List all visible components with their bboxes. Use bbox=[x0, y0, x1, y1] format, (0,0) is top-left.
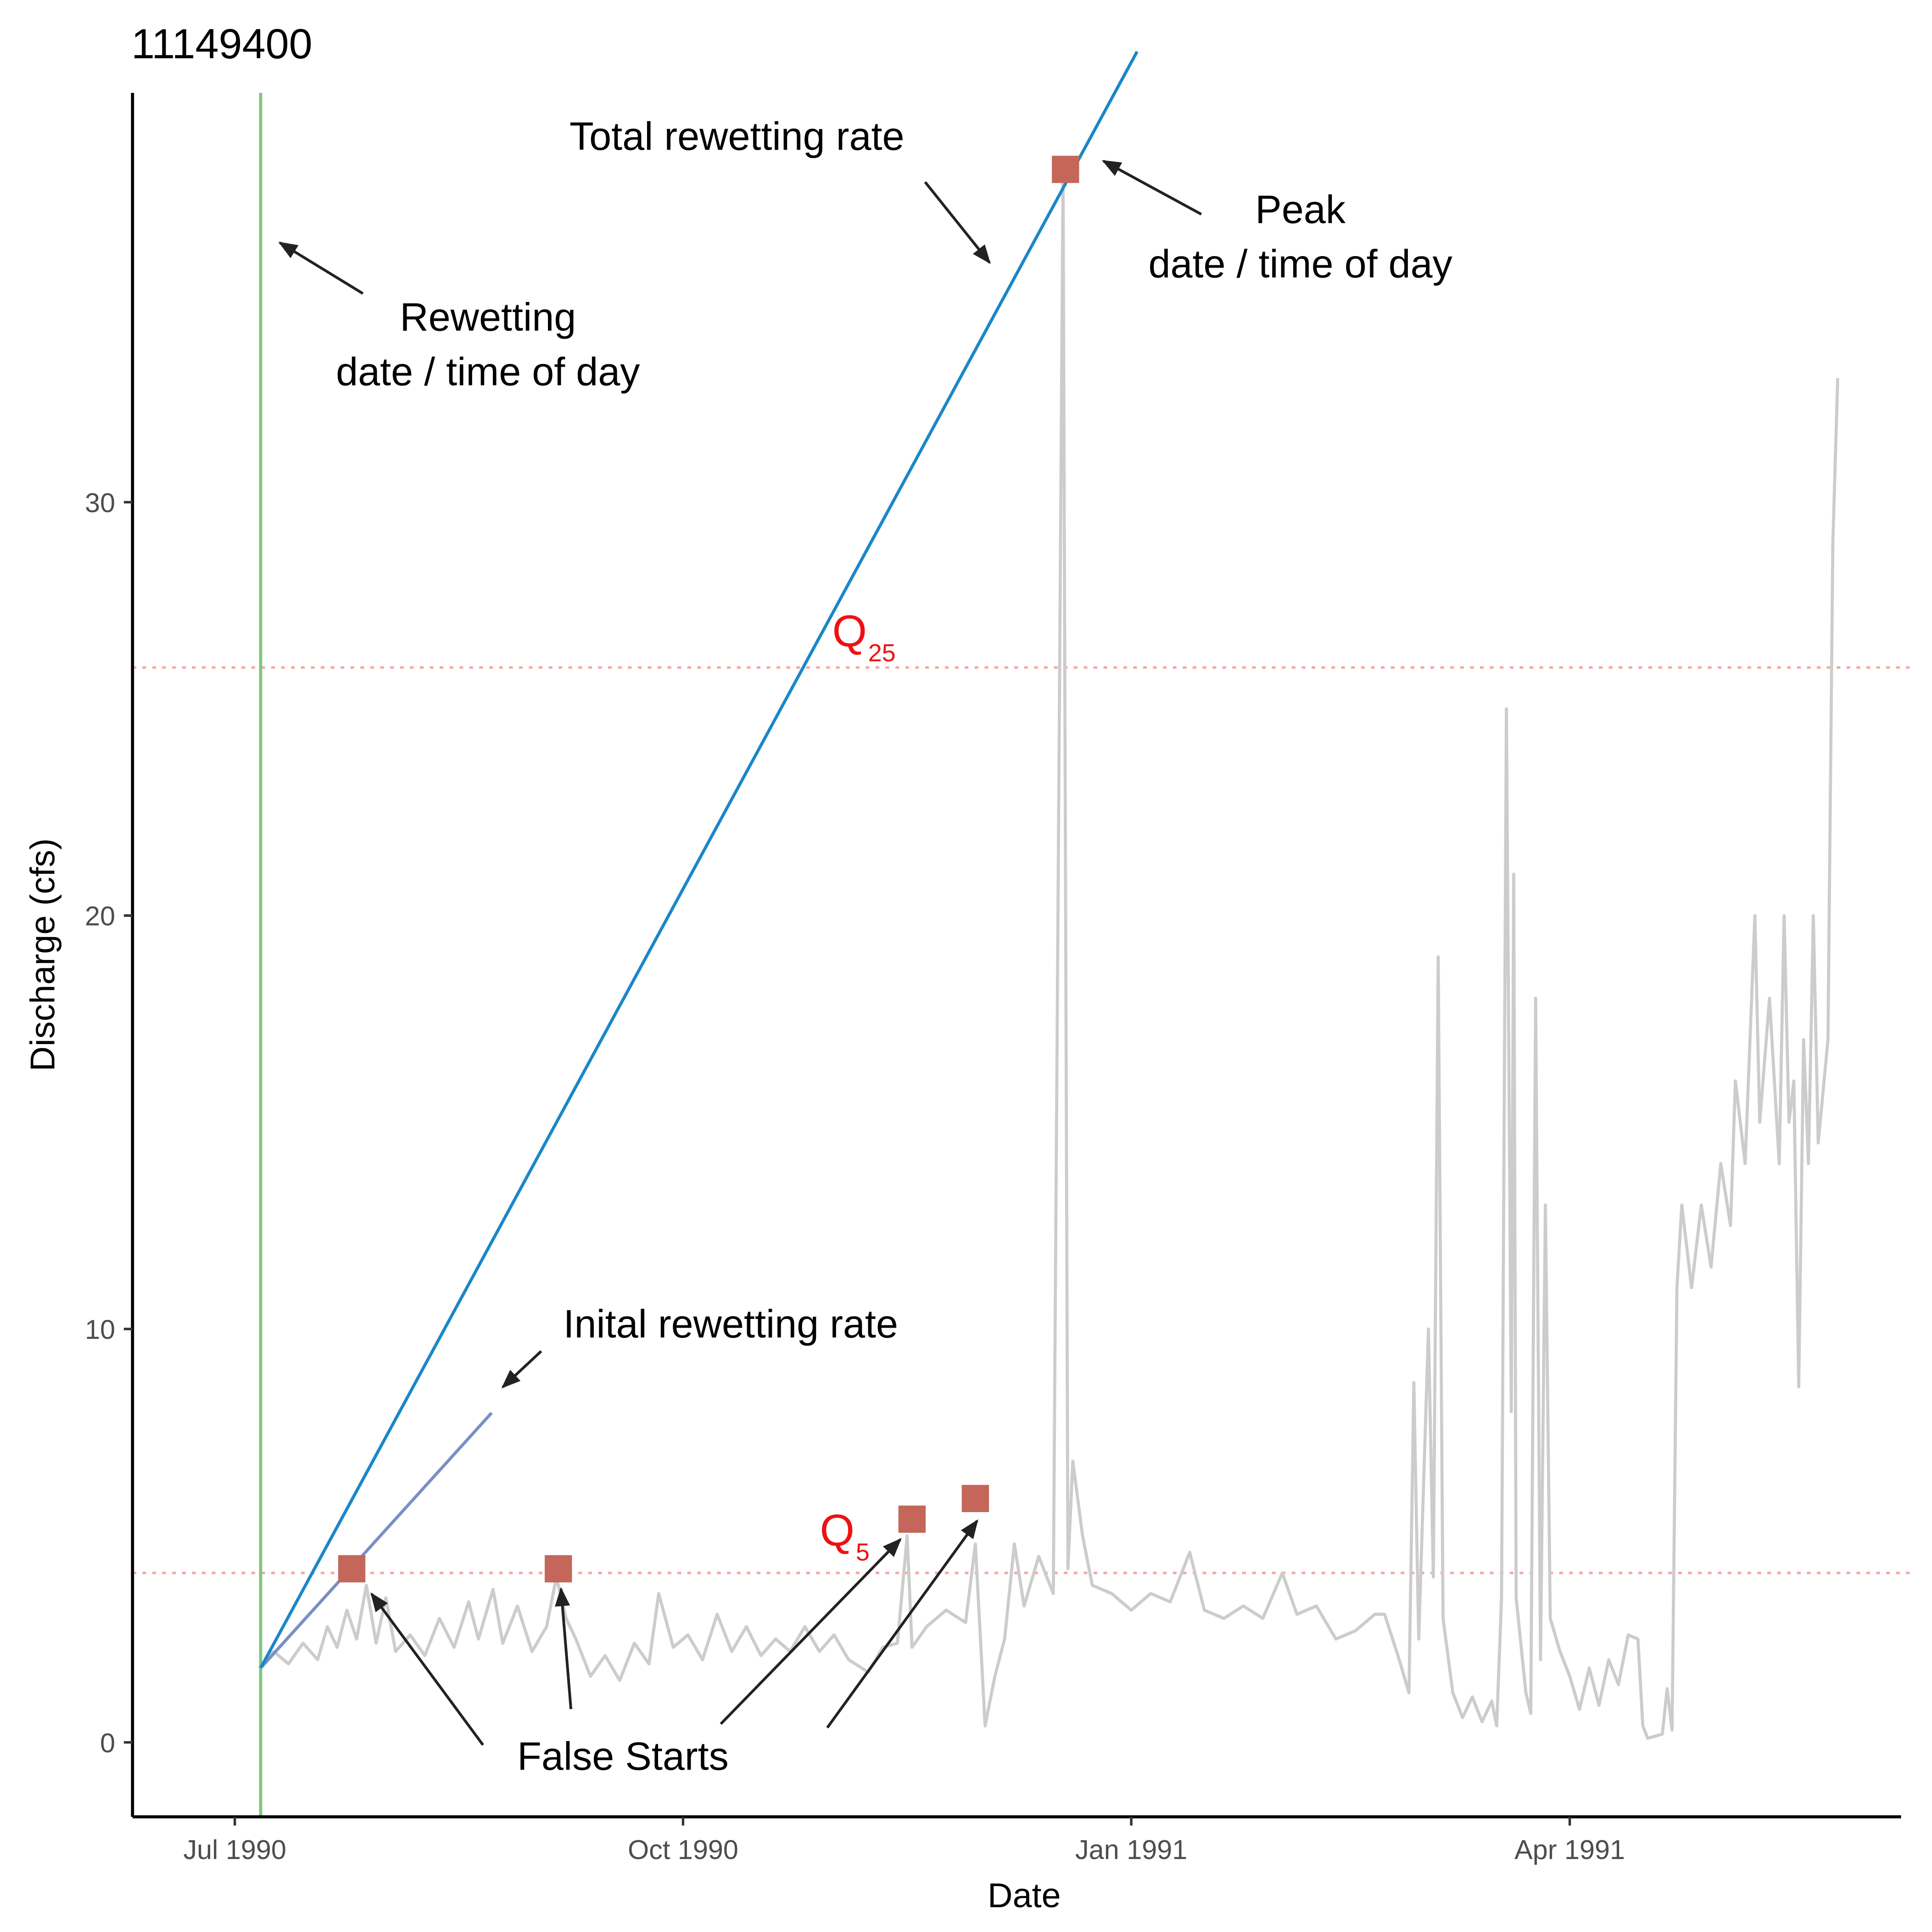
y-axis-title: Discharge (cfs) bbox=[24, 838, 62, 1072]
event-point bbox=[338, 1555, 366, 1583]
initial-rate-line bbox=[259, 1412, 493, 1669]
threshold-label-sub: 25 bbox=[868, 639, 896, 667]
x-tick-label: Jul 1990 bbox=[183, 1834, 286, 1865]
annotation-text: Peak bbox=[1255, 188, 1346, 232]
threshold-label: Q bbox=[820, 1505, 855, 1555]
annotation-text: Rewetting bbox=[400, 296, 576, 340]
y-tick-label: 30 bbox=[85, 487, 115, 518]
annotation-arrow bbox=[501, 1350, 542, 1389]
threshold-label-sub: 5 bbox=[856, 1538, 870, 1566]
annotation-text: date / time of day bbox=[1148, 242, 1452, 286]
event-point bbox=[961, 1485, 989, 1513]
event-point bbox=[544, 1555, 572, 1583]
annotation-arrow bbox=[370, 1592, 484, 1746]
annotation-arrow bbox=[1101, 160, 1202, 216]
annotation-arrow bbox=[555, 1587, 573, 1709]
annotation-text: Inital rewetting rate bbox=[563, 1302, 898, 1346]
annotation-arrow bbox=[720, 1538, 902, 1725]
chart-title: 11149400 bbox=[131, 21, 313, 67]
plot-area bbox=[132, 170, 1914, 1740]
event-point bbox=[1052, 156, 1079, 183]
y-tick-label: 0 bbox=[100, 1727, 115, 1758]
annotation-text: False Starts bbox=[517, 1734, 729, 1778]
x-tick-label: Jan 1991 bbox=[1075, 1834, 1187, 1865]
x-tick-label: Apr 1991 bbox=[1514, 1834, 1625, 1865]
discharge-line bbox=[258, 170, 1839, 1740]
annotation-arrow bbox=[924, 181, 991, 264]
annotation-text: Total rewetting rate bbox=[570, 115, 905, 159]
x-axis-title: Date bbox=[988, 1876, 1061, 1915]
y-tick-label: 10 bbox=[85, 1314, 115, 1345]
annotation-text: date / time of day bbox=[336, 350, 640, 394]
total-rate-line bbox=[259, 50, 1139, 1669]
annotation-arrow bbox=[278, 241, 364, 295]
x-tick-label: Oct 1990 bbox=[628, 1834, 738, 1865]
event-point bbox=[898, 1505, 926, 1533]
annotation-arrow bbox=[826, 1519, 978, 1729]
threshold-label: Q bbox=[832, 606, 867, 656]
y-tick-label: 20 bbox=[85, 901, 115, 932]
